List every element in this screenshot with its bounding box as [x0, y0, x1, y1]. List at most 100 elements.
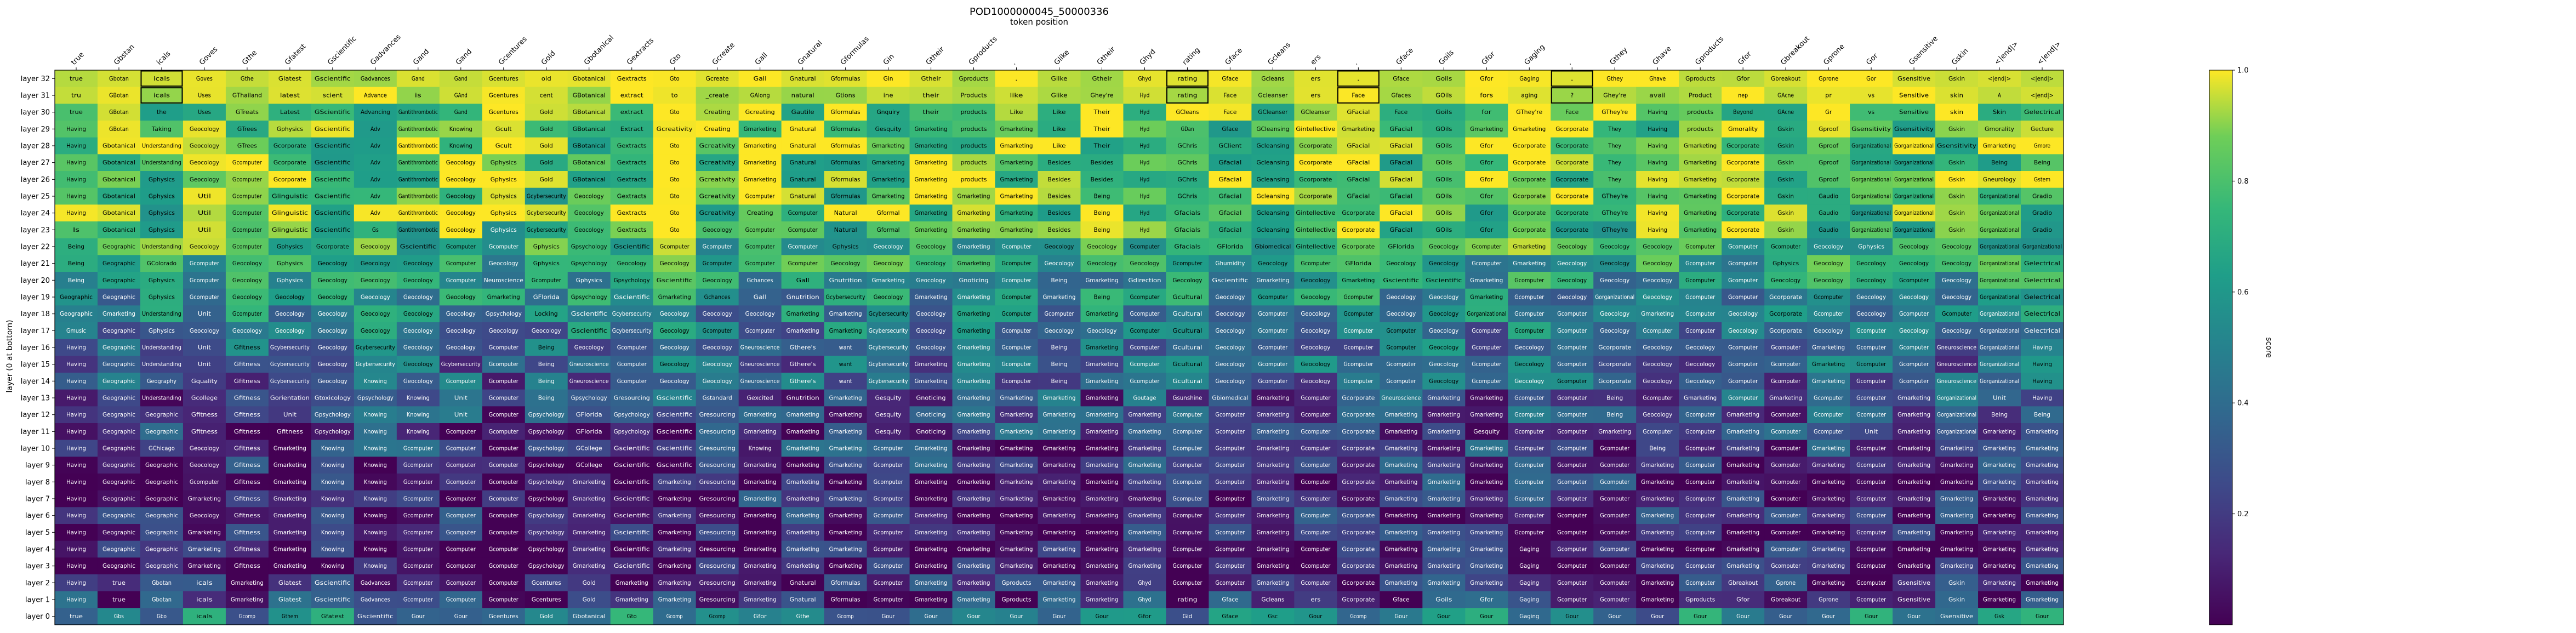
heatmap-cell [482, 121, 526, 138]
cell-label: Geocology [916, 311, 946, 317]
cell-label: Gcomputer [1472, 328, 1502, 334]
heatmap-cell [1679, 171, 1722, 189]
cell-label: Having [2032, 395, 2052, 402]
cell-label: Gmarketing [1085, 580, 1118, 586]
cell-label: Gcomputer [1728, 345, 1758, 351]
heatmap-cell [1294, 137, 1337, 155]
cell-label: Geocology [1643, 361, 1672, 368]
cell-label: Gelectrical [2024, 277, 2060, 284]
heatmap-cell [1380, 104, 1423, 121]
cell-label: Gcomputer [1557, 311, 1587, 317]
cell-label: Gcomputer [1514, 328, 1545, 334]
cell-label: Geocology [1215, 345, 1245, 351]
cell-label: Geocology [574, 227, 604, 233]
cell-label: Gcomputer [1130, 328, 1160, 334]
cell-label: Gantithrombotic [398, 227, 438, 233]
cell-label: Knowing [364, 446, 387, 452]
cell-label: Gmarketing [787, 512, 819, 519]
cell-label: Gmarketing [958, 395, 990, 402]
heatmap-cell [1764, 204, 1808, 222]
cell-label: Gmarketing [744, 126, 777, 133]
cell-label: Gfitness [234, 446, 260, 452]
cell-label: Gformulas [831, 109, 860, 116]
cell-label: Gmarketing [1940, 496, 1973, 503]
cell-label: Gcomputer [1215, 546, 1245, 553]
cell-label: Gmarketing [915, 227, 948, 233]
cell-label: Being [2034, 412, 2050, 418]
cell-label: Gmarketing [1043, 429, 1076, 435]
cell-label: Having [66, 529, 86, 536]
cell-label: Gaging [1519, 580, 1539, 586]
cell-label: Geographic [102, 328, 135, 334]
cell-label: Gpsychology [528, 546, 565, 553]
cell-label: Gmarketing [1812, 512, 1845, 519]
cell-label: Gcomputer [1514, 512, 1545, 519]
heatmap-cell [1080, 154, 1124, 172]
heatmap-cell [995, 187, 1038, 205]
heatmap-cell [696, 137, 739, 155]
cell-label: Gmarketing [615, 597, 648, 603]
cell-label: Gcomputer [1814, 429, 1844, 435]
heatmap-cell [995, 121, 1038, 138]
cell-label: true [70, 109, 83, 116]
cell-label: Geocology [232, 260, 262, 267]
cell-label: Gcomputer [1002, 361, 1032, 368]
cell-label: Goutage [1133, 395, 1156, 402]
cell-label: Gcomputer [232, 210, 263, 216]
cell-label: Gthem [282, 613, 298, 620]
cell-label: Gcomputer [1728, 378, 1758, 385]
cell-label: Gchances [747, 277, 773, 284]
cell-label: Creating [704, 109, 731, 116]
cell-label: Gmarketing [1427, 446, 1460, 452]
cell-label: products [961, 109, 987, 116]
cell-label: Geocology [1643, 294, 1672, 301]
cell-label: Gscientific [315, 143, 351, 150]
cell-label: Besides [1048, 176, 1071, 183]
cell-label: Gmarketing [1384, 529, 1417, 536]
cell-label: Gcomputer [1472, 345, 1502, 351]
cell-label: Gphysics [491, 159, 517, 166]
cell-label: Gcomputer [1856, 395, 1887, 402]
cell-label: Gmarketing [1085, 479, 1118, 486]
heatmap-cell [867, 104, 910, 121]
cell-label: Gmarketing [1897, 446, 1930, 452]
cell-label: Having [66, 563, 86, 569]
cell-label: Gmarketing [658, 597, 691, 603]
cell-label: Gcomputer [1685, 546, 1716, 553]
cell-label: Gfitness [234, 529, 260, 536]
x-tick-label: Gcreate [711, 41, 737, 67]
cell-label: Gformulas [831, 580, 860, 586]
cell-label: Geocology [1942, 328, 1971, 334]
heatmap-cell [354, 204, 397, 222]
heatmap-cell [1465, 104, 1508, 121]
heatmap-cell [1935, 137, 1979, 155]
cell-label: Geocology [874, 260, 903, 267]
cell-label: Knowing [364, 479, 387, 486]
cell-label: Gcomputer [1600, 462, 1630, 469]
heatmap-cell [396, 104, 440, 121]
y-tick-label: layer 21 [21, 260, 50, 268]
cell-label: Gorganizational [1894, 159, 1934, 166]
cell-label: Gorganizational [1980, 294, 2019, 301]
cell-label: Gquality [191, 378, 218, 385]
heatmap-cell [909, 154, 953, 172]
cell-label: Geographic [145, 496, 178, 503]
cell-label: GAnd [454, 93, 468, 99]
cell-label: Gcomp [239, 613, 255, 620]
cell-label: Skin [1993, 109, 2006, 116]
cell-label: Gsensitive [1897, 76, 1930, 82]
cell-label: Gcomputer [1685, 429, 1716, 435]
cell-label: Gcorporate [1342, 412, 1375, 418]
heatmap-cell [525, 87, 568, 104]
heatmap-cell [1038, 187, 1081, 205]
cell-label: Gcomputer [1215, 479, 1245, 486]
cell-label: Gmarketing [958, 193, 990, 200]
cell-label: Gcomputer [1557, 395, 1587, 402]
cell-label: GCleans [1176, 109, 1199, 116]
cell-label: Gmarketing [1043, 512, 1076, 519]
cell-label: Gcomputer [1856, 412, 1887, 418]
cell-label: Gcorporate [316, 244, 349, 250]
cell-label: Gmarketing [744, 462, 777, 469]
cell-label: Glatest [278, 76, 301, 82]
cell-label: Besides [1048, 159, 1071, 166]
